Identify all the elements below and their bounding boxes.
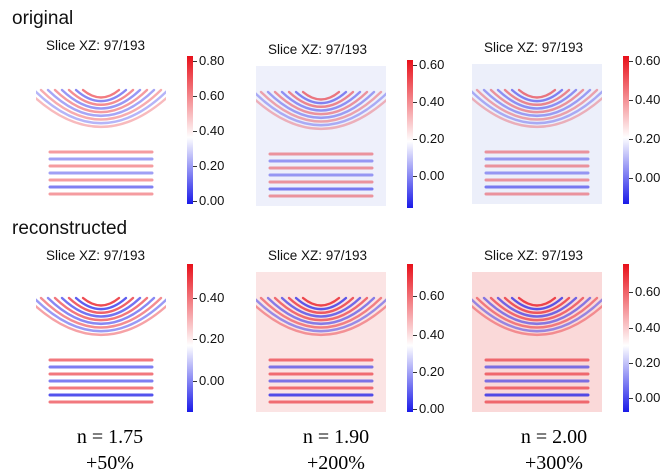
colorbar-tick: 0.00 [412, 401, 445, 416]
colorbar-tick: 0.60 [412, 57, 445, 72]
colorbar-tick: 0.20 [628, 131, 661, 146]
colorbar-tick: 0.40 [192, 123, 225, 138]
colorbar-tick: 0.40 [628, 320, 661, 335]
slice-title: Slice XZ: 97/193 [484, 40, 584, 55]
caption-n-2: n = 1.90 [302, 426, 370, 448]
colorbar-tick: 0.40 [412, 94, 445, 109]
colorbar-tick: 0.20 [412, 364, 445, 379]
caption-n-3: n = 2.00 [520, 426, 588, 448]
colorbar-tick: 0.00 [412, 168, 445, 183]
heatmap-original-1 [36, 64, 166, 204]
caption-pct-2: +200% [307, 452, 365, 474]
colorbar [187, 264, 193, 412]
colorbar-tick: 0.00 [628, 170, 661, 185]
colorbar-tick: 0.20 [628, 355, 661, 370]
colorbar [623, 56, 629, 204]
colorbar-tick: 0.20 [412, 131, 445, 146]
slice-title: Slice XZ: 97/193 [268, 42, 368, 57]
heatmap-original-2 [256, 66, 386, 206]
row-label-reconstructed: reconstructed [12, 218, 128, 239]
heatmap-original-3 [472, 64, 602, 204]
colorbar-tick: 0.40 [192, 290, 225, 305]
colorbar [187, 56, 193, 204]
colorbar-tick: 0.40 [628, 92, 661, 107]
colorbar-tick: 0.20 [192, 158, 225, 173]
colorbar-tick: 0.60 [628, 53, 661, 68]
colorbar-tick: 0.00 [192, 193, 225, 208]
caption-pct-1: +50% [86, 452, 134, 474]
heatmap-reconstructed-2 [256, 272, 386, 412]
colorbar [407, 264, 413, 412]
heatmap-reconstructed-3 [472, 272, 602, 412]
slice-title: Slice XZ: 97/193 [46, 248, 146, 263]
colorbar [623, 264, 629, 412]
slice-title: Slice XZ: 97/193 [484, 248, 584, 263]
caption-pct-3: +300% [525, 452, 583, 474]
colorbar [407, 60, 413, 208]
colorbar-tick: 0.20 [192, 331, 225, 346]
slice-title: Slice XZ: 97/193 [268, 248, 368, 263]
colorbar-tick: 0.60 [192, 88, 225, 103]
colorbar-tick: 0.00 [192, 373, 225, 388]
colorbar-tick: 0.00 [628, 390, 661, 405]
heatmap-reconstructed-1 [36, 272, 166, 412]
colorbar-tick: 0.80 [192, 53, 225, 68]
colorbar-tick: 0.40 [412, 327, 445, 342]
caption-n-1: n = 1.75 [76, 426, 144, 448]
colorbar-tick: 0.60 [628, 284, 661, 299]
slice-title: Slice XZ: 97/193 [46, 38, 146, 53]
colorbar-tick: 0.60 [412, 288, 445, 303]
row-label-original: original [12, 8, 74, 29]
